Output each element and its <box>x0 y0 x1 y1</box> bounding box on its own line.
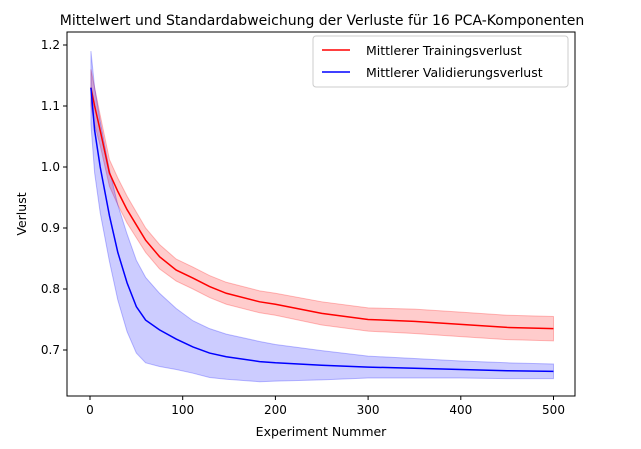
x-tick-label: 200 <box>264 403 287 417</box>
plot-area <box>90 51 554 383</box>
chart-title: Mittelwert und Standardabweichung der Ve… <box>60 13 585 29</box>
y-tick-label: 0.8 <box>41 282 60 296</box>
y-tick-label: 1.2 <box>41 38 60 52</box>
y-tick-label: 1.1 <box>41 99 60 113</box>
std-band-1 <box>90 51 554 383</box>
y-tick-label: 0.9 <box>41 221 60 235</box>
y-tick-label: 0.7 <box>41 343 60 357</box>
axes-frame <box>66 31 576 397</box>
x-tick-label: 500 <box>542 403 565 417</box>
y-tick-label: 1.0 <box>41 160 60 174</box>
legend: Mittlerer Trainingsverlust Mittlerer Val… <box>312 35 569 88</box>
legend-label-train: Mittlerer Trainingsverlust <box>366 43 522 58</box>
x-tick-label: 0 <box>86 403 94 417</box>
mean-line-1 <box>90 87 554 373</box>
std-band-0 <box>90 69 554 342</box>
legend-label-val: Mittlerer Validierungsverlust <box>366 65 543 80</box>
mean-line-0 <box>90 87 554 330</box>
y-axis-label: Verlust <box>14 192 29 235</box>
x-tick-label: 100 <box>171 403 194 417</box>
x-axis-label: Experiment Nummer <box>256 424 388 439</box>
legend-box <box>312 35 569 88</box>
x-tick-label: 300 <box>357 403 380 417</box>
x-tick-label: 400 <box>449 403 472 417</box>
